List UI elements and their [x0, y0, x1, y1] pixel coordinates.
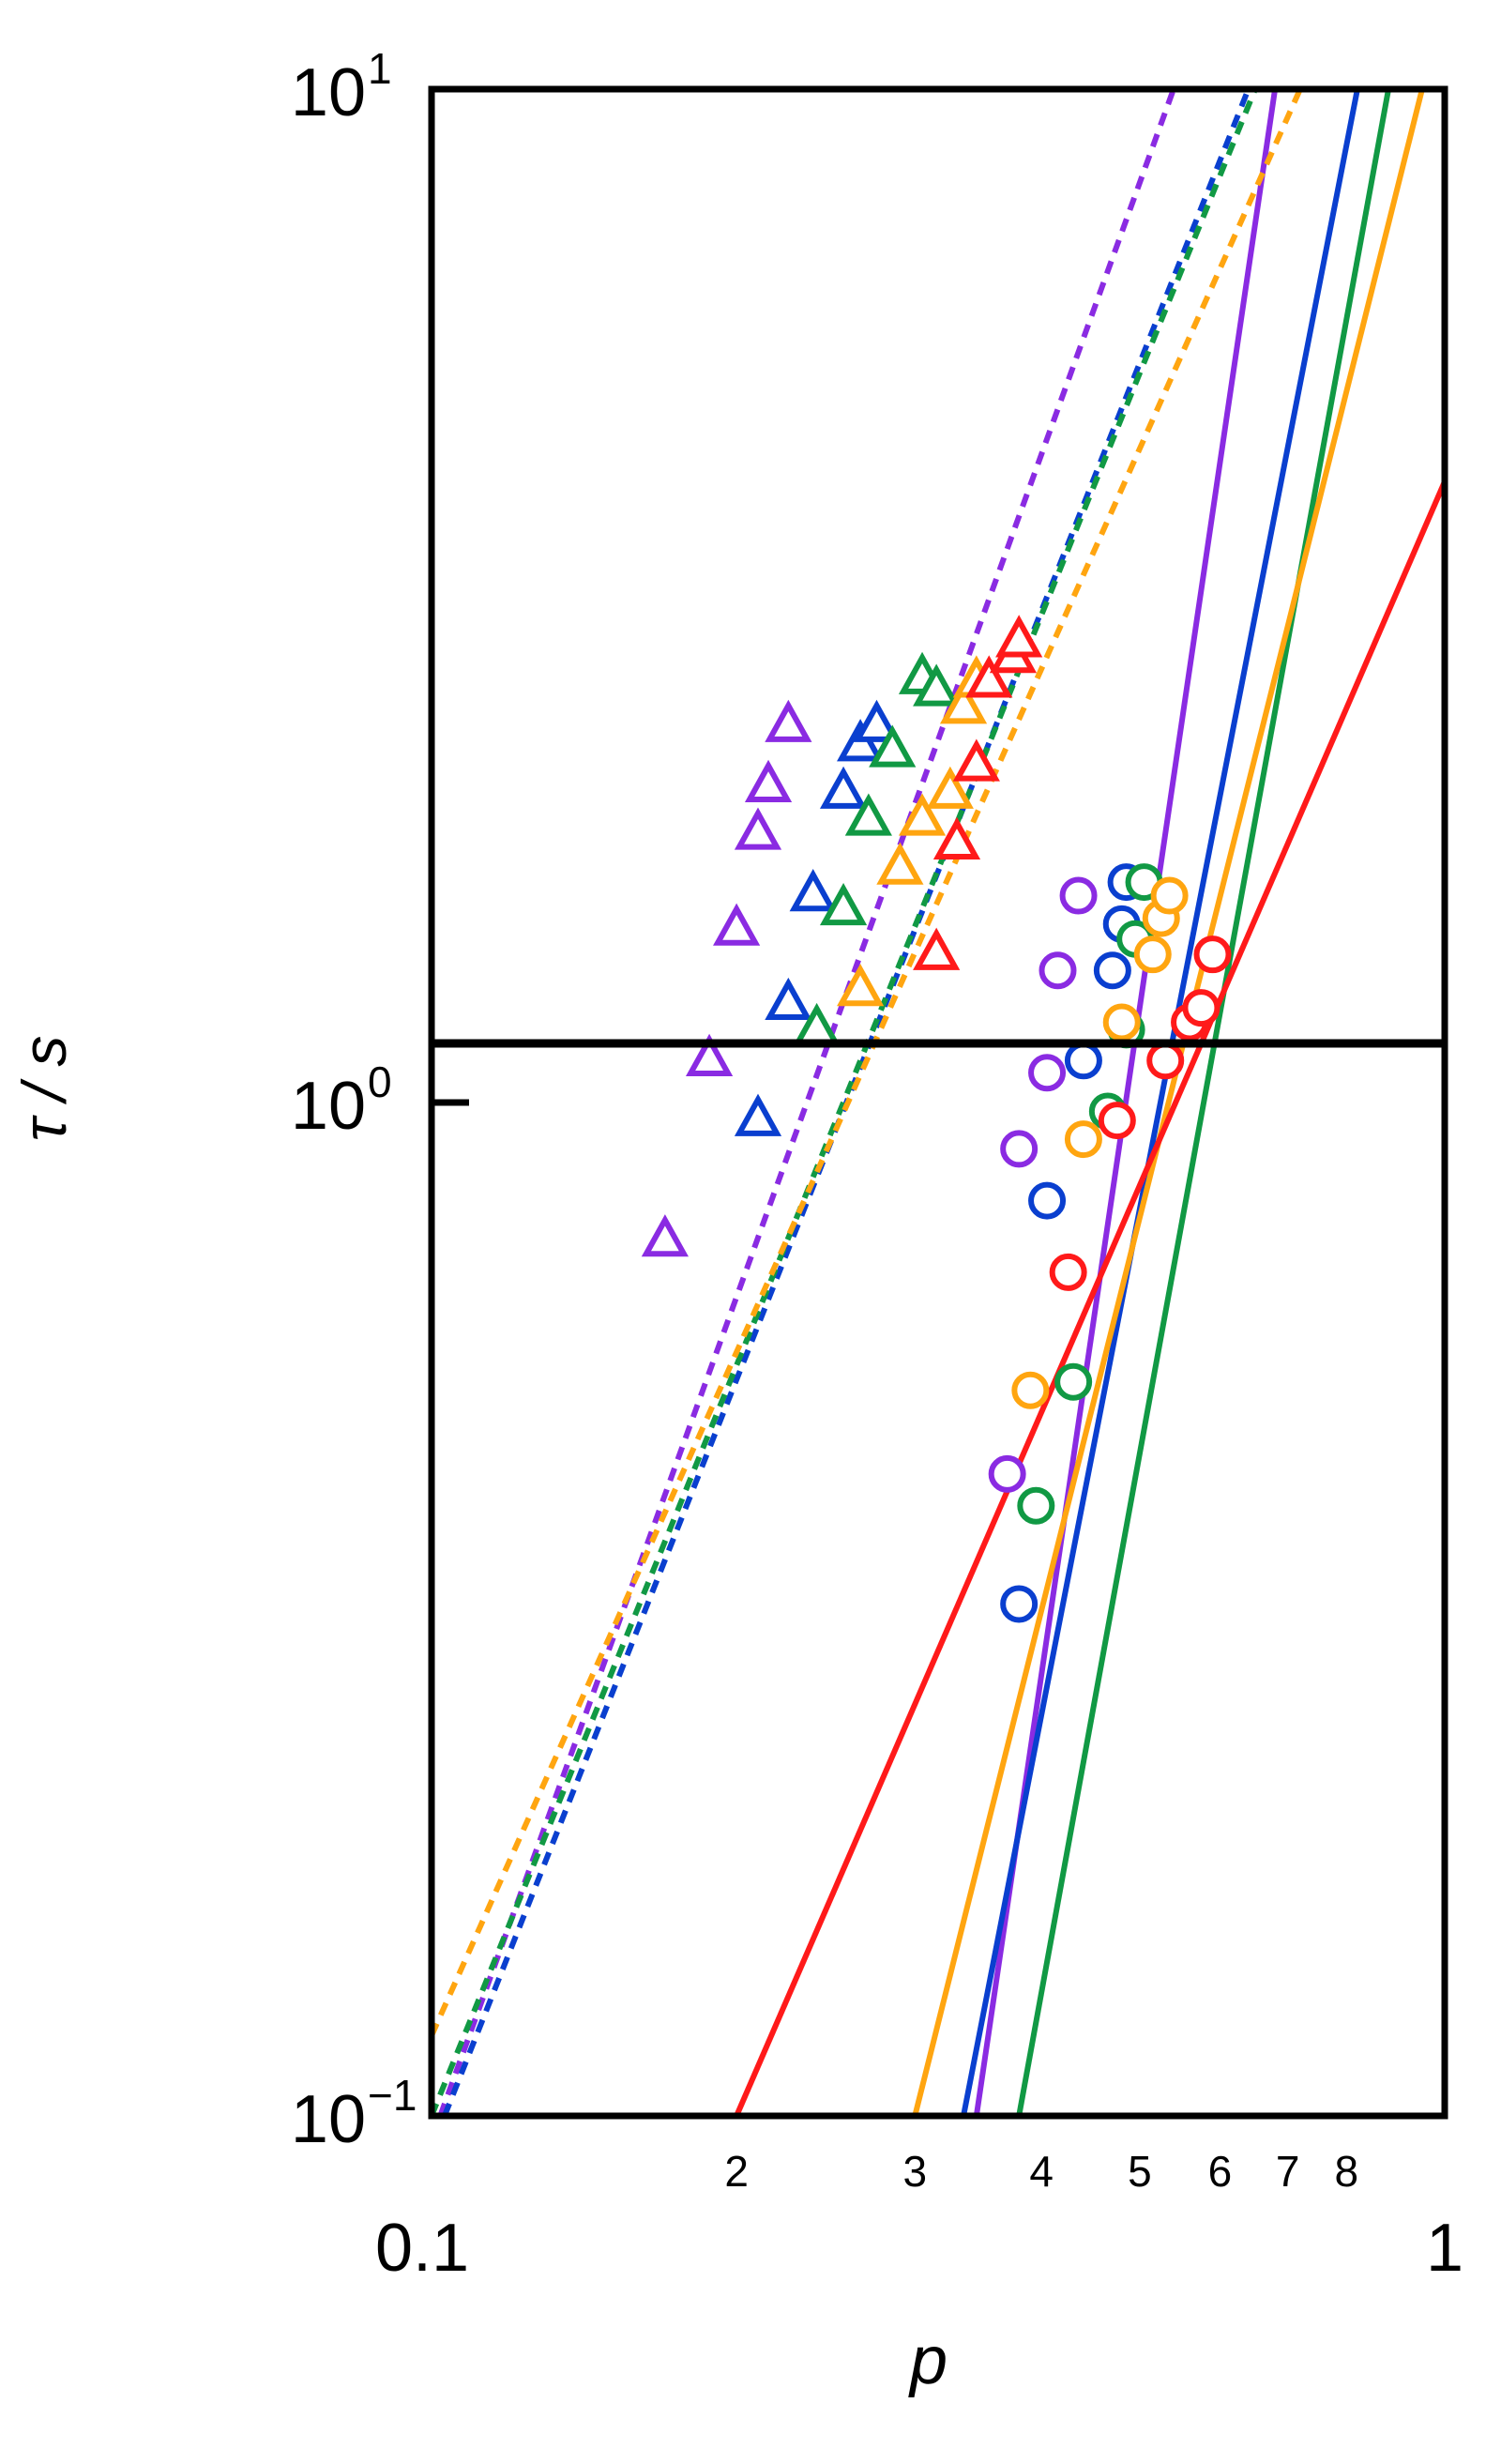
triangle-marker-0-2 [713, 903, 761, 946]
triangle-marker-6-1 [876, 842, 924, 885]
y-tick-label-exp-1: 0 [368, 1057, 392, 1106]
x-minor-tick-label-5: 7 [1276, 2147, 1300, 2196]
triangle-marker-4-1 [819, 882, 868, 926]
circle-marker-5-1 [1054, 1362, 1093, 1401]
circle-marker-1-3 [1039, 951, 1077, 990]
triangle-marker-0-5 [765, 699, 812, 742]
circle-marker-7-2 [1102, 1003, 1141, 1042]
y-tick-label-2: 10 [291, 55, 366, 130]
triangle-marker-2-1 [765, 977, 812, 1021]
fit-line-5 [1016, 89, 1391, 2116]
circle-marker-7-1 [1064, 1120, 1102, 1159]
circle-marker-5-0 [1017, 1486, 1055, 1525]
triangle-marker-8-3 [965, 655, 1013, 698]
x-major-tick-label-0: 0.1 [375, 2211, 469, 2286]
circle-marker-3-1 [1028, 1181, 1067, 1220]
triangle-marker-8-5 [995, 615, 1043, 658]
fit-lines [432, 89, 1445, 2116]
fit-line-4 [432, 89, 1258, 2116]
triangle-marker-8-0 [913, 927, 961, 970]
x-minor-tick-label-4: 6 [1208, 2147, 1233, 2196]
fit-line-3 [961, 89, 1360, 2116]
triangle-marker-6-0 [837, 964, 885, 1007]
fit-line-6 [432, 89, 1303, 2037]
x-axis-title: p [908, 2323, 948, 2398]
triangle-marker-0-4 [744, 759, 793, 802]
triangle-marker-8-2 [952, 738, 1000, 782]
fit-line-0 [437, 89, 1176, 2116]
y-tick-label-exp-2: 1 [368, 44, 392, 93]
x-minor-tick-label-2: 4 [1029, 2147, 1054, 2196]
circle-marker-3-3 [1093, 951, 1131, 990]
axis-ticks: 10 −110 010 12 3 4 5 6 7 80.1 1 [291, 44, 1463, 2286]
triangle-marker-2-0 [734, 1093, 782, 1136]
circle-marker-1-2 [1028, 1054, 1067, 1092]
triangle-marker-2-2 [789, 869, 837, 912]
y-tick-label-1: 10 [291, 1069, 366, 1144]
x-minor-tick-label-3: 5 [1128, 2147, 1152, 2196]
circle-marker-9-2 [1146, 1042, 1185, 1080]
y-axis-title: τ / s [9, 1036, 79, 1142]
fit-line-9 [734, 480, 1445, 2116]
circle-marker-1-1 [1000, 1130, 1039, 1168]
data-markers [641, 615, 1232, 1623]
triangle-marker-6-4 [939, 681, 988, 724]
triangle-marker-2-3 [819, 766, 868, 809]
triangle-marker-0-0 [641, 1214, 689, 1257]
triangle-marker-6-2 [898, 793, 947, 836]
plot-frame [428, 85, 1448, 2120]
circle-marker-3-0 [1000, 1585, 1039, 1623]
x-minor-tick-label-6: 8 [1335, 2147, 1359, 2196]
circle-marker-7-5 [1150, 876, 1189, 915]
y-tick-label-0: 10 [291, 2082, 366, 2157]
fit-line-1 [973, 89, 1279, 2116]
circle-marker-9-0 [1049, 1253, 1087, 1291]
circle-marker-9-4 [1182, 989, 1221, 1027]
circle-marker-9-5 [1193, 935, 1232, 974]
fit-line-7 [912, 89, 1425, 2116]
circle-marker-3-2 [1064, 1042, 1102, 1080]
triangle-marker-2-5 [853, 699, 901, 742]
x-major-tick-label-1: 1 [1426, 2211, 1463, 2286]
y-tick-label-exp-0: −1 [368, 2071, 417, 2120]
x-minor-tick-label-1: 3 [902, 2147, 927, 2196]
triangle-marker-0-1 [685, 1033, 734, 1076]
circle-marker-1-0 [988, 1454, 1026, 1493]
circle-marker-9-1 [1098, 1102, 1136, 1140]
triangle-marker-4-3 [869, 724, 917, 768]
plot-border [428, 85, 1448, 2120]
triangle-marker-8-1 [932, 816, 981, 859]
x-minor-tick-label-0: 2 [724, 2147, 749, 2196]
triangle-marker-4-5 [913, 663, 961, 707]
triangle-marker-6-3 [926, 766, 974, 809]
triangle-marker-4-2 [844, 793, 892, 836]
circle-marker-7-3 [1133, 935, 1172, 974]
triangle-marker-0-3 [734, 807, 782, 850]
circle-marker-1-4 [1059, 876, 1098, 915]
circle-marker-7-0 [1011, 1371, 1050, 1409]
